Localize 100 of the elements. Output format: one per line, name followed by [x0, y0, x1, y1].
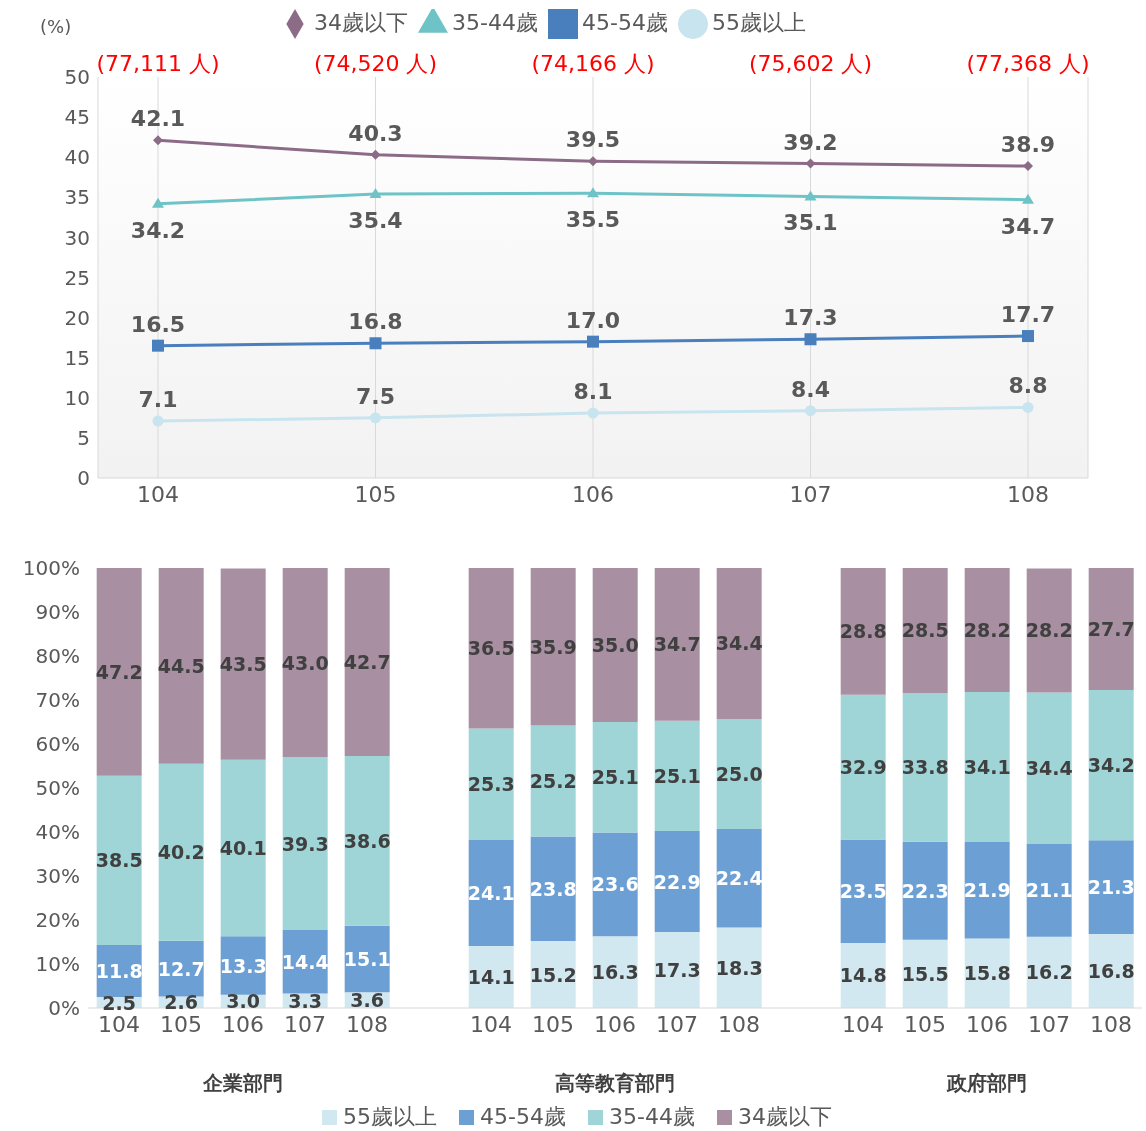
- data-label: 34.4: [1025, 757, 1073, 780]
- data-label: 38.9: [1000, 132, 1056, 158]
- y-tick-label: 45: [64, 105, 90, 130]
- bar: [158, 763, 204, 941]
- point: [804, 333, 817, 346]
- legend-label: 45-54歲: [480, 1103, 566, 1131]
- data-label: 34.7: [653, 633, 701, 656]
- point: [1022, 401, 1034, 413]
- bar: [716, 927, 762, 1008]
- point: [152, 415, 164, 427]
- point: [587, 335, 599, 348]
- x-tick-label: 105: [160, 1011, 202, 1037]
- bar: [840, 568, 886, 695]
- data-label: 8.1: [573, 379, 613, 405]
- point: [587, 407, 599, 419]
- data-label: 23.6: [591, 873, 639, 896]
- point: [1023, 161, 1033, 172]
- data-label: 39.2: [783, 129, 838, 155]
- bar: [964, 842, 1010, 939]
- x-tick-label: 105: [904, 1011, 946, 1037]
- data-label: 33.8: [901, 756, 949, 779]
- text: (74,166 人): [531, 51, 655, 76]
- data-label: 34.2: [1087, 754, 1135, 777]
- bar: [902, 568, 948, 693]
- x-tick-label: 107: [656, 1011, 698, 1037]
- bar: [840, 694, 886, 840]
- data-label: 3.3: [288, 989, 323, 1012]
- y-axis-title: (%): [40, 16, 72, 37]
- y-tick-label: 0%: [48, 996, 80, 1021]
- data-label: 25.1: [591, 766, 639, 789]
- y-tick-label: 0: [77, 466, 90, 491]
- data-label: 13.3: [219, 954, 267, 977]
- data-label: 39.3: [281, 832, 329, 855]
- data-label: 16.8: [348, 309, 403, 335]
- y-tick-label: 70%: [35, 688, 80, 713]
- x-tick-label: 104: [98, 1011, 140, 1037]
- data-label: 17.3: [783, 305, 838, 331]
- bar: [344, 755, 390, 926]
- data-label: 2.6: [164, 991, 199, 1014]
- y-tick-label: 30: [64, 225, 90, 250]
- point: [588, 156, 598, 167]
- x-tick-label: 108: [1090, 1011, 1132, 1037]
- data-label: 18.3: [715, 956, 763, 979]
- text: (75,602 人): [748, 51, 873, 76]
- data-label: 38.6: [343, 829, 391, 852]
- y-tick-label: 20: [64, 305, 90, 330]
- data-label: 35.0: [591, 634, 639, 656]
- bar: [220, 568, 266, 760]
- text: (74,520 人): [313, 51, 438, 76]
- bar: [716, 568, 762, 719]
- bar: [840, 839, 886, 943]
- data-label: 21.3: [1087, 876, 1135, 899]
- x-tick-label: 107: [789, 481, 832, 507]
- bar: [282, 757, 328, 931]
- x-tick-label: 105: [532, 1011, 574, 1037]
- data-label: 17.0: [565, 307, 621, 333]
- point: [369, 337, 382, 350]
- x-tick-label: 108: [1007, 481, 1049, 507]
- data-label: 28.5: [901, 619, 949, 642]
- data-label: 16.5: [130, 311, 186, 337]
- bar: [530, 836, 576, 942]
- bar: [1026, 843, 1072, 937]
- data-label: 3.0: [226, 990, 261, 1013]
- data-label: 34.7: [1000, 213, 1056, 239]
- bar: [964, 692, 1010, 843]
- data-label: 38.5: [95, 849, 143, 872]
- data-label: 34.1: [963, 756, 1011, 779]
- data-label: 15.8: [963, 962, 1011, 985]
- bar: [468, 568, 514, 729]
- x-tick-label: 106: [966, 1011, 1008, 1037]
- data-label: 23.8: [529, 877, 577, 900]
- data-label: 23.5: [839, 880, 887, 903]
- point: [152, 197, 164, 208]
- point: [370, 412, 381, 424]
- data-label: 25.0: [715, 762, 763, 785]
- y-tick-label: 50: [64, 65, 90, 90]
- point: [1022, 330, 1034, 343]
- data-label: 14.1: [467, 965, 515, 988]
- legend-label: 34歲以下: [314, 10, 409, 35]
- data-label: 25.1: [653, 764, 701, 787]
- bar: [716, 718, 762, 829]
- bar: [902, 841, 948, 940]
- bar: [468, 839, 514, 946]
- bar: [1026, 692, 1072, 844]
- data-label: 22.3: [901, 879, 949, 902]
- data-label: 3.6: [350, 989, 385, 1012]
- text: 政府部門: [946, 1070, 1028, 1097]
- x-tick-label: 106: [222, 1011, 264, 1037]
- data-label: 16.3: [591, 961, 639, 984]
- data-label: 34.4: [715, 632, 763, 655]
- point: [369, 188, 382, 199]
- text: (77,111 人): [96, 51, 220, 76]
- data-label: 40.2: [157, 841, 205, 864]
- bar: [1088, 840, 1134, 935]
- x-tick-label: 108: [718, 1011, 760, 1037]
- data-label: 28.2: [1025, 619, 1073, 642]
- point: [587, 187, 599, 198]
- data-label: 28.8: [839, 620, 887, 643]
- x-tick-label: 107: [284, 1011, 326, 1037]
- y-tick-label: 100%: [22, 556, 80, 581]
